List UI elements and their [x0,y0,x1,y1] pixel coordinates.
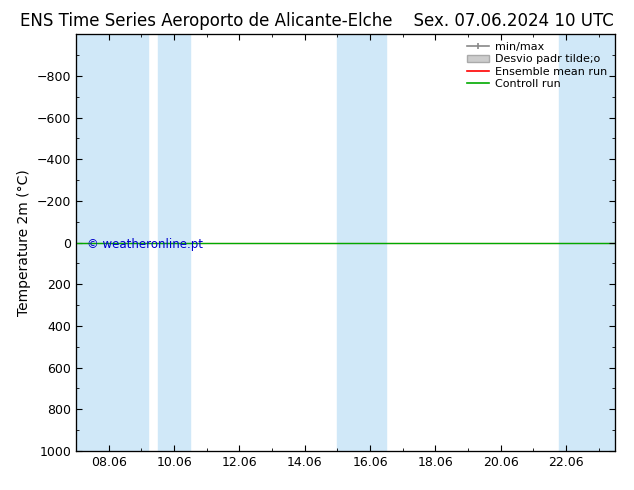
Bar [337,34,386,451]
Text: ENS Time Series Aeroporto de Alicante-Elche    Sex. 07.06.2024 10 UTC: ENS Time Series Aeroporto de Alicante-El… [20,12,614,30]
Bar [158,34,190,451]
Y-axis label: Temperature 2m (°C): Temperature 2m (°C) [17,169,31,316]
Bar [76,34,148,451]
Text: © weatheronline.pt: © weatheronline.pt [87,238,203,251]
Bar [559,34,631,451]
Legend: min/max, Desvio padr tilde;o, Ensemble mean run, Controll run: min/max, Desvio padr tilde;o, Ensemble m… [465,40,609,91]
